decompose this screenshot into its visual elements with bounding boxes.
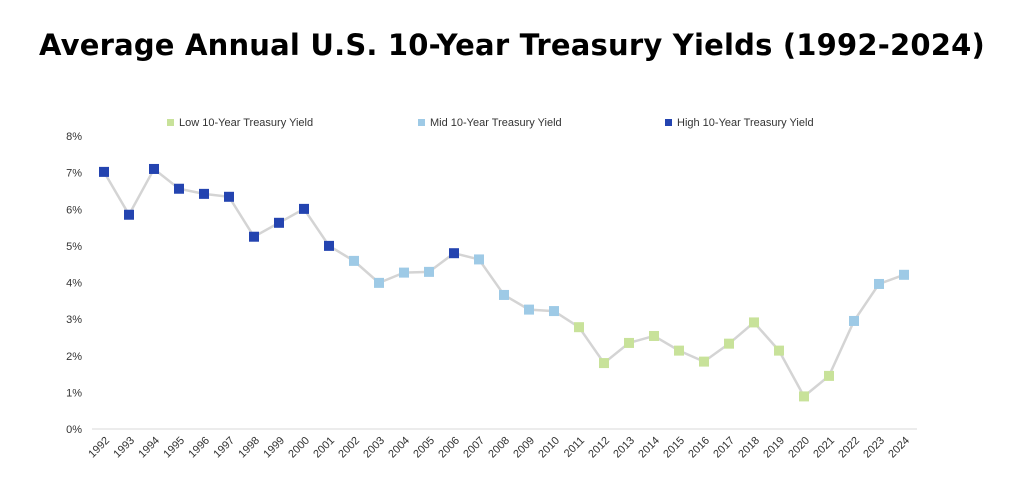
data-point-2010 — [549, 306, 559, 317]
series-line — [102, 167, 905, 399]
data-point-2019 — [774, 345, 784, 356]
data-point-2014 — [649, 330, 659, 341]
x-tick-label: 1997 — [211, 435, 237, 461]
data-point-2011 — [574, 322, 584, 333]
x-tick-label: 2003 — [361, 435, 387, 461]
x-tick-label: 2015 — [661, 435, 687, 461]
data-point-1995 — [174, 183, 184, 194]
y-tick-label: 3% — [66, 314, 82, 326]
x-tick-label: 1993 — [111, 435, 137, 461]
data-point-2001 — [324, 240, 334, 251]
data-point-2021 — [824, 370, 834, 381]
data-point-2005 — [424, 266, 434, 277]
x-tick-label: 2012 — [586, 435, 612, 461]
y-tick-label: 7% — [66, 168, 82, 180]
data-point-2009 — [524, 304, 534, 315]
legend-marker-low — [167, 119, 174, 126]
data-point-1998 — [249, 231, 259, 242]
x-tick-label: 2021 — [811, 435, 837, 461]
x-tick-label: 2016 — [686, 435, 712, 461]
data-point-1992 — [99, 166, 109, 177]
x-tick-label: 2019 — [761, 435, 787, 461]
y-tick-label: 6% — [66, 204, 82, 216]
data-point-2004 — [399, 267, 409, 278]
y-tick-label: 1% — [66, 387, 82, 399]
y-tick-label: 2% — [66, 351, 82, 363]
x-tick-label: 2004 — [386, 435, 412, 461]
data-point-2016 — [699, 356, 709, 367]
x-tick-label: 2014 — [636, 435, 662, 461]
data-point-2022 — [849, 315, 859, 326]
x-tick-label: 1994 — [136, 435, 162, 461]
x-tick-label: 2017 — [711, 435, 737, 461]
x-tick-label: 2001 — [311, 435, 337, 461]
data-point-2020 — [799, 391, 809, 402]
data-point-2013 — [624, 337, 634, 348]
data-point-2007 — [474, 254, 484, 265]
data-point-2024 — [899, 269, 909, 280]
x-tick-label: 2024 — [886, 435, 912, 461]
x-tick-label: 2006 — [436, 435, 462, 461]
x-tick-label: 2023 — [861, 435, 887, 461]
x-tick-label: 2005 — [411, 435, 437, 461]
data-point-2008 — [499, 289, 509, 300]
data-point-1996 — [199, 188, 209, 199]
legend-label-mid: Mid 10-Year Treasury Yield — [430, 117, 562, 129]
data-point-2006 — [449, 248, 459, 259]
data-point-2012 — [599, 358, 609, 369]
y-tick-label: 8% — [66, 131, 82, 143]
x-tick-label: 1995 — [161, 435, 187, 461]
chart-title: Average Annual U.S. 10-Year Treasury Yie… — [38, 28, 985, 62]
x-tick-label: 2022 — [836, 435, 862, 461]
data-point-1997 — [224, 191, 234, 202]
x-tick-label: 2000 — [286, 435, 312, 461]
data-point-1993 — [124, 209, 134, 220]
data-point-2003 — [374, 277, 384, 288]
legend-marker-mid — [418, 119, 425, 126]
x-tick-label: 2013 — [611, 435, 637, 461]
data-point-2000 — [299, 203, 309, 214]
data-point-2015 — [674, 345, 684, 356]
legend-label-high: High 10-Year Treasury Yield — [677, 117, 814, 129]
data-point-2018 — [749, 317, 759, 328]
y-tick-label: 5% — [66, 241, 82, 253]
y-tick-label: 4% — [66, 278, 82, 290]
legend-label-low: Low 10-Year Treasury Yield — [179, 117, 313, 129]
x-tick-label: 2010 — [536, 435, 562, 461]
x-tick-label: 2008 — [486, 435, 512, 461]
x-tick-label: 2009 — [511, 435, 537, 461]
data-point-1994 — [149, 163, 159, 174]
x-tick-label: 1999 — [261, 435, 287, 461]
x-tick-label: 2011 — [562, 435, 587, 460]
y-tick-label: 0% — [66, 424, 82, 436]
data-point-2002 — [349, 255, 359, 266]
x-tick-label: 2002 — [336, 435, 362, 461]
data-point-2023 — [874, 278, 884, 289]
x-tick-label: 2018 — [736, 435, 762, 461]
x-tick-label: 1992 — [86, 435, 112, 461]
x-tick-label: 2020 — [786, 435, 812, 461]
legend-marker-high — [665, 119, 672, 126]
x-tick-label: 1998 — [236, 435, 262, 461]
x-tick-label: 1996 — [186, 435, 212, 461]
data-point-2017 — [724, 338, 734, 349]
x-tick-label: 2007 — [461, 435, 487, 461]
data-point-1999 — [274, 217, 284, 228]
